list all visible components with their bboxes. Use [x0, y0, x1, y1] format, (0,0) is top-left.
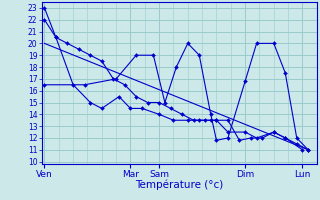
X-axis label: Température (°c): Température (°c): [135, 180, 223, 190]
